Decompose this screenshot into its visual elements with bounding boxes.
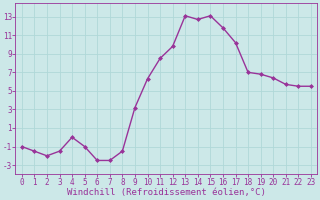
X-axis label: Windchill (Refroidissement éolien,°C): Windchill (Refroidissement éolien,°C) xyxy=(67,188,266,197)
